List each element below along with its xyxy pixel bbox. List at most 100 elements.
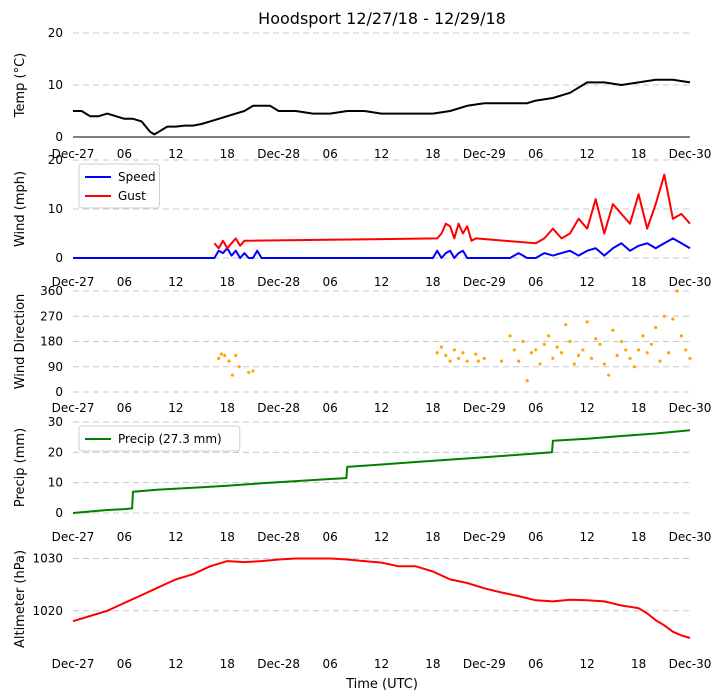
series-line-1: [73, 78, 691, 136]
x-tick-label: 18: [631, 530, 646, 544]
x-tick-label: Dec-29: [463, 530, 506, 544]
x-tick-label: Dec-28: [257, 275, 300, 289]
y-axis-label: Wind (mph): [13, 171, 28, 247]
x-tick-label: 06: [322, 147, 337, 161]
x-tick-label: 12: [374, 657, 389, 671]
x-tick-label: 18: [631, 147, 646, 161]
panel-5: 1020 1030 Altimeter (hPa) Dec-27 06 12 18 Dec-2…: [13, 550, 711, 671]
x-tick-label: 18: [631, 657, 646, 671]
x-tick-label: 06: [322, 275, 337, 289]
x-tick-label: 12: [580, 275, 595, 289]
data-point: [474, 352, 478, 356]
x-tick-label: 12: [580, 657, 595, 671]
x-tick-label: 06: [528, 401, 543, 415]
x-tick-label: Dec-30: [669, 147, 712, 161]
data-point: [234, 353, 238, 358]
y-axis-label: Altimeter (hPa): [13, 550, 28, 648]
x-tick-label: 18: [220, 530, 235, 544]
x-tick-label: Dec-29: [463, 275, 506, 289]
data-point: [671, 317, 675, 321]
series-line-speed: [73, 237, 691, 259]
x-tick-label: 18: [631, 401, 646, 415]
data-point: [448, 359, 452, 363]
data-point: [675, 289, 679, 293]
y-tick-label: 360: [40, 284, 63, 298]
data-point: [525, 379, 529, 383]
legend-entry: Precip (27.3 mm): [118, 432, 222, 446]
data-point: [654, 325, 658, 330]
data-point: [679, 334, 684, 338]
data-point: [435, 351, 439, 355]
x-tick-label: Dec-28: [257, 147, 300, 161]
y-axis-label: Precip (mm): [13, 428, 28, 507]
x-tick-label: 06: [117, 147, 132, 161]
panel-4: 0 10 20 30 Precip (mm) Dec-27 06 12 18 Dec-28 06 12…: [13, 415, 711, 544]
data-point: [529, 351, 534, 355]
legend-entry: Gust: [118, 189, 146, 203]
data-point: [444, 353, 448, 358]
data-point: [237, 365, 241, 369]
x-tick-label: 18: [425, 147, 440, 161]
data-point: [452, 348, 456, 352]
legend-box: [78, 425, 241, 452]
data-point: [499, 359, 504, 363]
data-point: [564, 323, 568, 327]
x-tick-label: 06: [528, 147, 543, 161]
x-tick-label: 12: [374, 401, 389, 415]
y-tick-label: 10: [48, 202, 63, 216]
figure-title: Hoodsport 12/27/18 - 12/29/18: [258, 9, 506, 28]
data-point: [482, 356, 486, 360]
data-point: [439, 345, 444, 349]
data-point: [247, 370, 251, 374]
data-point: [542, 342, 546, 346]
data-point: [568, 339, 572, 344]
data-point: [534, 348, 538, 352]
x-tick-label: Dec-29: [463, 401, 506, 415]
y-tick-label: 270: [40, 309, 63, 323]
x-tick-label: Dec-29: [463, 657, 506, 671]
data-point: [217, 356, 221, 360]
x-tick-label: 06: [322, 530, 337, 544]
x-tick-label: 12: [580, 147, 595, 161]
data-point: [465, 359, 469, 363]
y-tick-label: 1020: [32, 604, 63, 618]
data-point: [684, 348, 688, 352]
data-point: [688, 356, 692, 360]
y-tick-label: 20: [48, 445, 63, 459]
data-point: [632, 365, 636, 369]
legend: Speed Gust: [78, 163, 160, 209]
data-point: [666, 351, 671, 355]
data-point: [624, 348, 628, 352]
x-tick-label: Dec-30: [669, 530, 712, 544]
data-point: [559, 351, 564, 355]
x-tick-label: 06: [322, 657, 337, 671]
y-tick-label: 20: [48, 153, 63, 167]
series-line-gust: [213, 173, 691, 250]
x-tick-label: Dec-27: [52, 275, 95, 289]
data-point: [547, 334, 551, 338]
x-tick-label: Dec-27: [52, 401, 95, 415]
y-tick-label: 0: [55, 251, 63, 265]
x-tick-label: 06: [117, 401, 132, 415]
x-tick-label: 18: [631, 275, 646, 289]
data-point: [602, 362, 606, 366]
y-axis-label: Wind Direction: [13, 294, 28, 390]
data-point: [619, 339, 624, 344]
data-point: [645, 351, 649, 355]
x-tick-label: Dec-30: [669, 657, 712, 671]
x-tick-label: 12: [580, 530, 595, 544]
x-tick-label: 18: [425, 275, 440, 289]
y-tick-label: 0: [55, 385, 63, 399]
x-tick-label: 12: [374, 530, 389, 544]
data-point: [517, 359, 521, 363]
x-tick-label: 06: [322, 401, 337, 415]
x-tick-label: 12: [374, 147, 389, 161]
x-tick-label: Dec-28: [257, 657, 300, 671]
data-point: [457, 356, 461, 360]
x-tick-label: 12: [168, 657, 183, 671]
data-point: [658, 359, 662, 363]
x-tick-label: 18: [425, 530, 440, 544]
x-tick-label: 12: [168, 530, 183, 544]
data-point: [223, 353, 227, 358]
